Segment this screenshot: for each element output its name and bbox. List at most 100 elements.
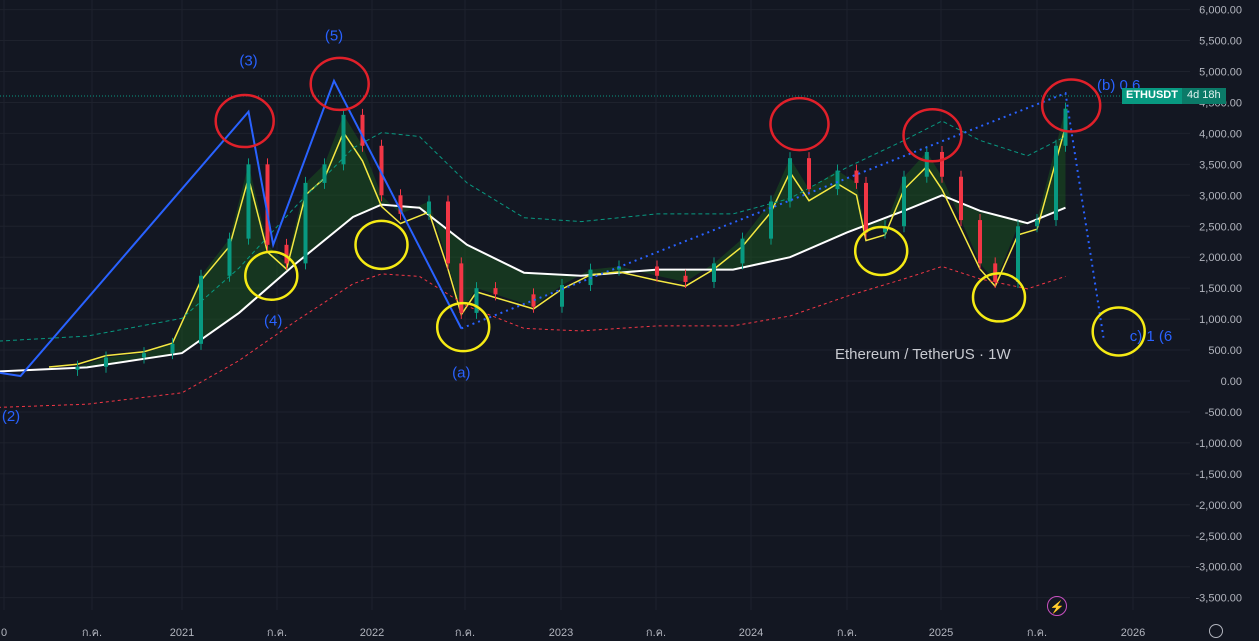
candle-body [474,288,479,313]
candle-body [1054,145,1058,221]
candle-body [284,244,289,264]
lightning-icon[interactable]: ⚡ [1047,596,1067,616]
candle-body [75,366,80,370]
candle-body [303,182,308,264]
x-tick-label: ก.ค. [837,627,857,639]
red-circle-top [1040,78,1102,133]
x-tick-label: 2023 [549,627,573,639]
y-tick-label: 500.00 [1208,345,1242,357]
bull-cloud [0,108,1066,372]
candle-body [655,266,659,276]
candle-body [379,145,384,196]
wave-path [0,78,463,378]
wave-projection [460,91,1105,338]
x-tick-label: 2026 [1121,627,1145,639]
x-axis[interactable]: 0 ก.ค. 2021 ก.ค. 2022 ก.ค. 2023 ก.ค. 2024 ก.ค. 202… [1,627,1145,639]
x-tick-label: ก.ค. [1027,627,1047,639]
y-tick-label: -1,500.00 [1196,469,1242,481]
x-tick-label: ก.ค. [82,627,102,639]
y-tick-label: 1,500.00 [1199,283,1242,295]
y-tick-label: -3,500.00 [1196,593,1242,605]
y-tick-label: 6,000.00 [1199,5,1242,17]
y-tick-label: 0.00 [1221,376,1242,388]
candle-body [104,357,108,367]
symbol-label: ETHUSDT [1122,88,1182,104]
last-price-tag: ETHUSDT 4d 18h [1122,88,1226,104]
y-tick-label: 4,000.00 [1199,128,1242,140]
red-circle-top [214,93,275,149]
candle-body [835,170,840,190]
candle-body [1016,226,1020,282]
candle-body [769,201,773,239]
candle-body [854,170,859,183]
candle-body [1063,108,1068,146]
candle-body [683,275,688,282]
candle-body [322,164,327,183]
upper-band [0,120,1066,342]
x-tick-label: 2024 [739,627,763,639]
candle-body [341,114,346,165]
candle-body [427,201,431,214]
x-tick-label: ก.ค. [646,627,666,639]
candle-body [807,158,811,190]
y-tick-label: -3,000.00 [1196,562,1242,574]
series-layer [0,102,1068,408]
y-tick-label: -2,000.00 [1196,500,1242,512]
y-tick-label: 5,500.00 [1199,36,1242,48]
candle-body [493,288,498,295]
candle-body [1035,220,1039,227]
red-circle-top [902,108,963,163]
yellow-circle-bottom [435,301,491,353]
yellow-circle-bottom [354,219,409,271]
wave-label: (3) [239,52,257,69]
x-tick-label: ก.ค. [455,627,475,639]
y-tick-label: 2,500.00 [1199,221,1242,233]
candle-body [883,226,887,233]
settings-gear-icon[interactable] [1209,624,1223,638]
chart-watermark: Ethereum / TetherUS · 1W [835,346,1011,363]
candle-body [531,294,536,307]
candle-body [740,238,745,264]
candle-body [246,164,251,239]
candle-body [924,151,929,177]
red-circle-top [309,56,370,112]
x-tick-label: ก.ค. [267,627,287,639]
candle-body [446,201,450,264]
x-tick-label: 2021 [170,627,194,639]
y-tick-label: -2,500.00 [1196,531,1242,543]
yellow-ma-line [48,126,1067,368]
red-circle-top [769,96,830,152]
lower-band [0,265,1066,408]
y-tick-label: 1,000.00 [1199,314,1242,326]
candle-body [978,220,982,264]
indicator-clouds [0,108,1066,372]
x-tick-label: 2022 [360,627,384,639]
yellow-circle-bottom [971,272,1027,323]
y-tick-label: -1,000.00 [1196,438,1242,450]
wave-label: (4) [264,312,282,329]
candle-body [940,151,944,177]
annotation-circles [214,56,1146,357]
wave-label: c) 1 (6 [1130,328,1173,345]
yellow-circle-bottom [1091,306,1146,357]
candle-body [712,263,716,282]
y-tick-label: 3,000.00 [1199,190,1242,202]
elliott-wave-layer [0,78,1105,378]
white-ma-line [0,194,1066,373]
candle-body [459,263,464,313]
candle-body [398,195,403,214]
wave-label: (5) [325,28,343,45]
candle-body [265,164,270,245]
bar-timer: 4d 18h [1181,88,1226,104]
y-tick-label: -500.00 [1205,407,1242,419]
candle-body [788,158,792,202]
candle-body [360,114,365,146]
yellow-circle-bottom [244,250,299,302]
wave-label: (2) [2,408,20,425]
candle-body [560,285,564,307]
y-tick-label: 5,000.00 [1199,67,1242,79]
y-tick-label: 3,500.00 [1199,159,1242,171]
candle-body [902,176,906,227]
y-axis[interactable]: 6,000.005,500.005,000.004,500.004,000.00… [1196,5,1242,605]
